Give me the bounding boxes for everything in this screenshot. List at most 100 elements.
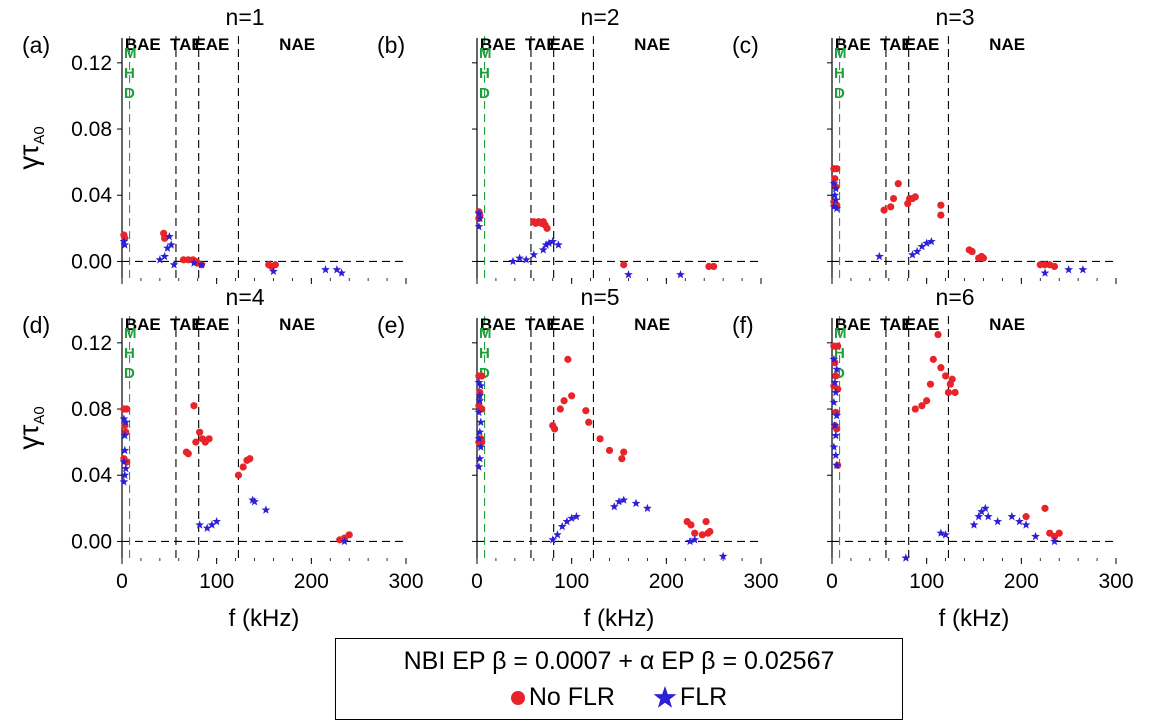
no-flr-point bbox=[196, 428, 204, 436]
flr-point bbox=[829, 442, 839, 451]
flr-point bbox=[548, 535, 558, 544]
y-axis-label-main: γτ bbox=[13, 145, 44, 170]
no-flr-point bbox=[911, 405, 919, 413]
flr-point bbox=[983, 512, 993, 521]
legend-flr-marker bbox=[653, 686, 677, 709]
flr-point bbox=[250, 497, 259, 506]
flr-point bbox=[155, 255, 165, 264]
mhd-letter: H bbox=[834, 65, 845, 82]
flr-point bbox=[515, 253, 524, 262]
no-flr-point bbox=[918, 402, 926, 410]
no-flr-point bbox=[831, 175, 839, 183]
x-tick-label: 300 bbox=[388, 570, 423, 593]
flr-point bbox=[831, 387, 841, 397]
flr-point bbox=[832, 411, 842, 420]
flr-point bbox=[832, 364, 842, 374]
flr-point bbox=[1040, 268, 1050, 277]
no-flr-point bbox=[123, 405, 131, 413]
no-flr-point bbox=[706, 527, 714, 536]
flr-point bbox=[832, 460, 842, 470]
flr-point bbox=[829, 397, 839, 407]
band-label-eae: EAE bbox=[194, 35, 229, 54]
flr-point bbox=[829, 354, 839, 364]
no-flr-point bbox=[620, 261, 628, 269]
flr-point bbox=[1021, 520, 1031, 529]
mhd-letter: M bbox=[479, 325, 492, 342]
no-flr-point bbox=[937, 364, 945, 372]
panel-title: n=2 bbox=[581, 4, 620, 30]
band-label-nae: NAE bbox=[989, 35, 1025, 54]
band-label-tae: TAE bbox=[880, 315, 913, 334]
flr-point bbox=[908, 250, 917, 259]
flr-point bbox=[927, 236, 936, 246]
no-flr-point bbox=[564, 355, 572, 363]
flr-point bbox=[977, 507, 986, 516]
band-label-nae: NAE bbox=[279, 315, 315, 334]
flr-point bbox=[474, 222, 484, 231]
flr-point bbox=[212, 516, 222, 526]
mhd-letter: M bbox=[124, 325, 137, 342]
mhd-letter: M bbox=[479, 45, 492, 62]
band-label-eae: EAE bbox=[904, 35, 939, 54]
flr-point bbox=[936, 528, 946, 537]
no-flr-point bbox=[889, 194, 898, 203]
flr-point bbox=[475, 396, 485, 405]
y-axis-label-main: γτ bbox=[13, 425, 44, 450]
mhd-letter: H bbox=[124, 345, 135, 362]
no-flr-point bbox=[618, 455, 626, 463]
flr-point bbox=[1007, 512, 1017, 521]
flr-point bbox=[614, 497, 624, 506]
y-axis-label: γτA0 bbox=[13, 126, 48, 169]
no-flr-point bbox=[205, 435, 213, 443]
no-flr-point bbox=[833, 165, 841, 173]
flr-point bbox=[476, 381, 486, 390]
x-tick-label: 300 bbox=[1098, 570, 1133, 593]
no-flr-point bbox=[271, 261, 279, 269]
no-flr-point bbox=[687, 521, 695, 529]
x-tick-label: 100 bbox=[199, 570, 234, 593]
mhd-letter: M bbox=[834, 45, 847, 62]
flr-point bbox=[831, 184, 841, 193]
no-flr-point bbox=[560, 397, 568, 405]
flr-point bbox=[1064, 265, 1074, 274]
flr-point bbox=[164, 232, 174, 241]
y-tick-label: 0.12 bbox=[71, 52, 112, 75]
flr-point bbox=[1050, 536, 1059, 546]
flr-point bbox=[562, 516, 572, 526]
mhd-letter: D bbox=[124, 85, 135, 102]
mhd-letter: H bbox=[834, 345, 845, 362]
flr-point bbox=[474, 434, 484, 443]
flr-point bbox=[609, 502, 619, 511]
band-label-eae: EAE bbox=[194, 315, 229, 334]
x-tick-label: 0 bbox=[116, 570, 128, 593]
flr-point bbox=[917, 241, 927, 251]
flr-point bbox=[922, 238, 932, 247]
flr-point bbox=[993, 516, 1003, 526]
no-flr-point bbox=[894, 180, 902, 188]
no-flr-point bbox=[944, 388, 953, 397]
no-flr-point bbox=[585, 418, 593, 426]
no-flr-point bbox=[880, 206, 888, 214]
flr-point bbox=[475, 427, 485, 436]
x-tick-label: 200 bbox=[649, 570, 684, 593]
no-flr-point bbox=[190, 402, 198, 410]
flr-point bbox=[337, 268, 346, 277]
panel-title: n=4 bbox=[226, 284, 265, 310]
flr-point bbox=[831, 450, 841, 460]
flr-point bbox=[529, 250, 539, 259]
flr-point bbox=[831, 195, 841, 204]
flr-point bbox=[874, 251, 884, 261]
no-flr-point bbox=[698, 531, 706, 539]
flr-point bbox=[829, 179, 839, 188]
flr-point bbox=[120, 430, 130, 440]
y-tick-label: 0.04 bbox=[71, 184, 112, 207]
no-flr-point bbox=[596, 435, 604, 443]
band-label-bae: BAE bbox=[480, 315, 516, 334]
band-label-bae: BAE bbox=[480, 35, 516, 54]
flr-point bbox=[119, 414, 129, 423]
band-label-nae: NAE bbox=[634, 35, 670, 54]
flr-point bbox=[475, 454, 485, 463]
x-axis-label: f (kHz) bbox=[939, 605, 1010, 632]
